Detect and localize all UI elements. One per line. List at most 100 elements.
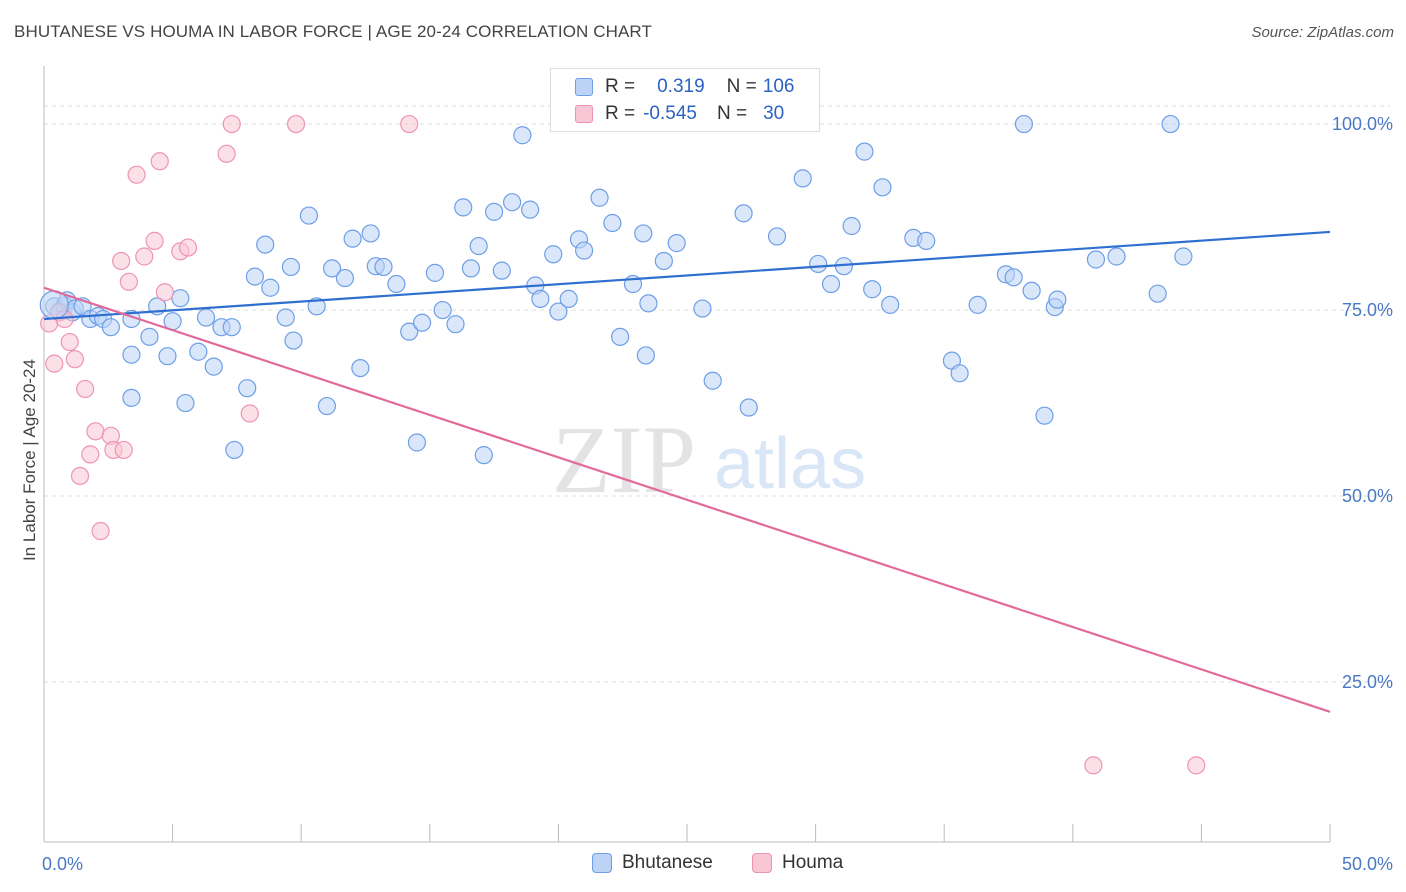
bhutanese-point [425,263,445,282]
bhutanese-point [387,274,406,294]
trend-lines [43,230,1331,713]
bhutanese-point [1022,281,1041,300]
bhutanese-point [361,224,380,243]
bhutanese-point [549,302,568,321]
bhutanese-point [590,188,609,207]
houma-point [112,251,131,271]
bhutanese-point [1035,406,1054,425]
legend-swatch-blue [575,78,593,96]
bhutanese-point [454,198,473,217]
bhutanese-point [485,202,504,221]
bhutanese-point [245,267,265,286]
houma-trend-line [43,286,1331,713]
bhutanese-point [276,308,295,327]
bhutanese-point [171,289,190,308]
bhutanese-point [238,379,257,398]
bhutanese-point [335,268,355,288]
bhutanese-point [855,142,874,161]
series-legend-houma: Houma [752,852,843,874]
y-tick-label: 50.0% [1342,486,1393,506]
bhutanese-point [492,261,511,280]
houma-point [81,445,100,464]
bhutanese-point [1004,268,1023,287]
bhutanese-point [917,231,936,250]
bhutanese-point [634,224,653,243]
houma-point [65,350,84,369]
houma-point [178,238,198,257]
y-tick-label: 100.0% [1332,114,1393,134]
stats-legend: R = 0.319 N = 106 R = -0.545 N = 30 [550,68,820,132]
legend-r-value: 0.319 [657,76,705,97]
houma-point [400,114,419,134]
axes [43,66,1331,843]
houma-point [1084,756,1103,775]
bhutanese-point [474,446,493,465]
bhutanese-point [559,289,578,309]
legend-row-bhutanese: R = 0.319 N = 106 [575,74,794,100]
bhutanese-point [575,241,594,260]
bhutanese-trend-line [43,230,1331,321]
series-swatch-pink [752,853,772,873]
y-axis-label: In Labor Force | Age 20-24 [20,359,39,561]
bhutanese-point [636,346,655,365]
bhutanese-point [433,300,452,320]
bhutanese-point [842,216,861,236]
series-name: Bhutanese [622,852,713,873]
bhutanese-point [196,308,216,327]
bhutanese-point [204,357,223,376]
y-tick-label: 75.0% [1342,300,1393,320]
houma-point [222,114,241,134]
bhutanese-point [281,257,301,277]
houma-point [286,114,306,134]
legend-r-label: R = [605,103,636,124]
x-tick-label: 0.0% [42,854,83,874]
houma-point [86,422,105,441]
watermark-atlas: atlas [714,424,866,504]
legend-n-value: 30 [763,103,785,124]
source-credit: Source: ZipAtlas.com [1251,24,1394,41]
bhutanese-point [873,178,892,197]
bhutanese-point [863,280,882,299]
houma-point [135,247,154,266]
bhutanese-point [158,347,177,366]
bhutanese-point [513,126,532,145]
y-tick-label: 25.0% [1342,672,1393,692]
bhutanese-point [307,297,326,316]
houma-point [150,152,169,171]
bhutanese-point [469,236,488,256]
bhutanese-point [693,299,712,318]
houma-point [240,404,259,423]
data-points [39,114,1206,775]
bhutanese-point [639,294,658,313]
bhutanese-point [351,358,370,378]
houma-point [127,165,146,184]
legend-n-value: 106 [762,76,795,97]
legend-row-houma: R = -0.545 N = 30 [575,101,784,127]
houma-point [155,283,174,302]
bhutanese-point [343,229,362,248]
bhutanese-point [603,213,622,233]
series-legend-bhutanese: Bhutanese [592,852,713,874]
bhutanese-point [122,345,141,364]
bhutanese-point [122,388,141,407]
tick-labels: 25.0% 50.0% 75.0% 100.0% 0.0% 50.0% [42,114,1393,874]
houma-point [119,272,138,291]
legend-r-value: -0.545 [643,103,697,124]
houma-point [114,440,133,460]
bhutanese-point [317,396,337,416]
bhutanese-point [703,371,722,390]
legend-n-label: N = [716,103,748,124]
bhutanese-point [101,318,120,337]
bhutanese-point [284,331,303,350]
bhutanese-point [261,278,280,297]
bhutanese-point [412,313,432,332]
bhutanese-point [950,364,969,383]
bhutanese-point [222,318,241,337]
bhutanese-point [611,327,630,346]
bhutanese-point [1014,114,1034,134]
bhutanese-point [821,274,841,294]
series-name: Houma [782,852,844,873]
bhutanese-point [225,440,244,460]
watermark: ZIP atlas [552,406,866,513]
bhutanese-point [767,227,787,246]
